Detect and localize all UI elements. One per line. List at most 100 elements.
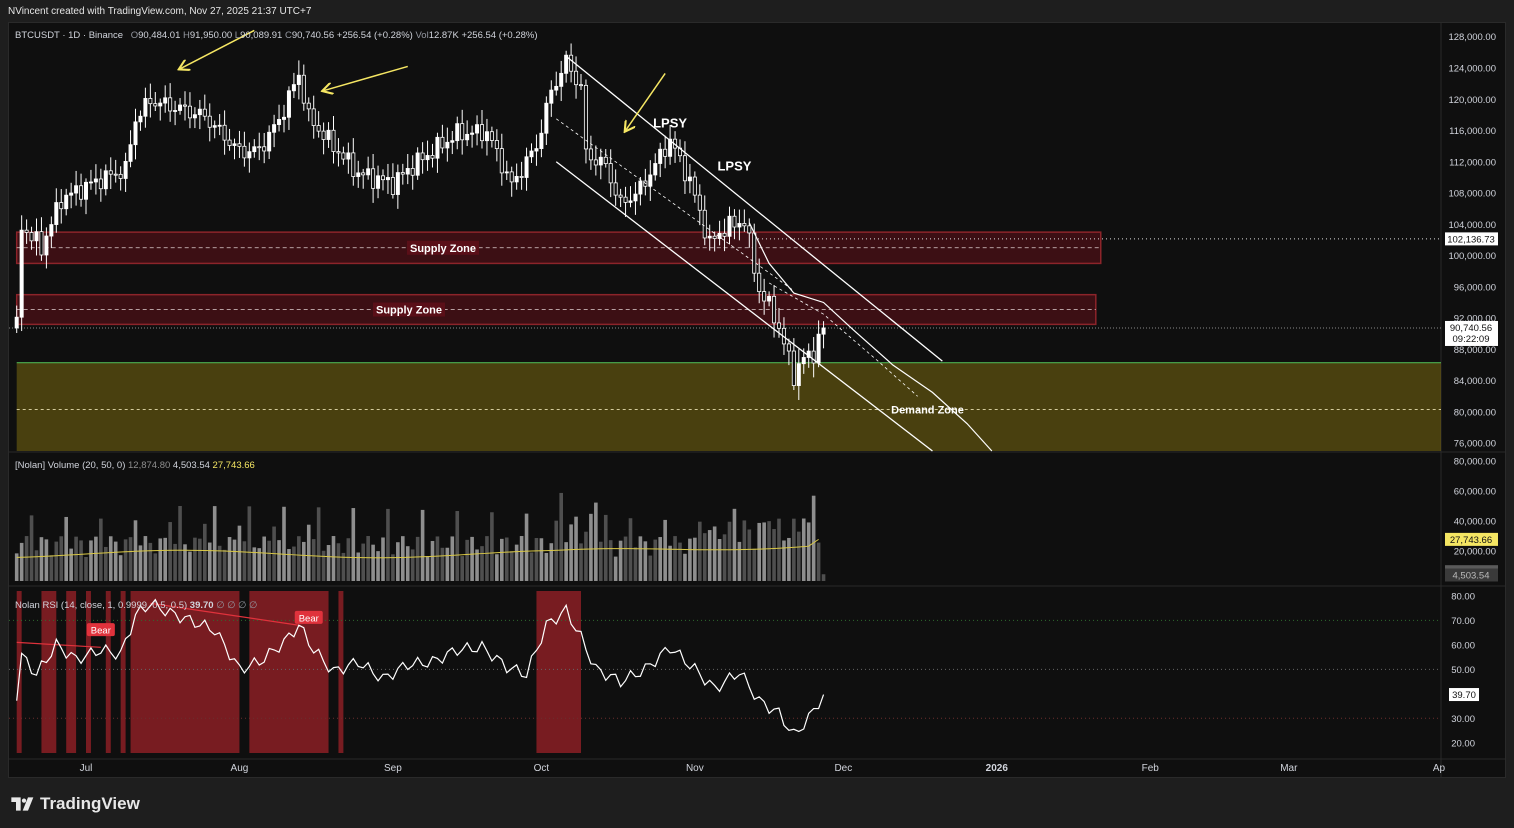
volume-bar: [445, 547, 450, 581]
change-value: +256.54 (+0.28%): [336, 30, 413, 41]
price-axis-tick: 116,000.00: [1449, 126, 1496, 137]
volume-legend: [Nolan] Volume (20, 50, 0) 12,874.80 4,5…: [15, 460, 255, 471]
rsi-axis-tick: 60.00: [1451, 640, 1475, 651]
last-price-label: 90,740.56: [1450, 323, 1492, 334]
volume-bar: [569, 524, 573, 581]
candle: [752, 232, 757, 274]
volume-bar: [193, 537, 197, 581]
supply-zone-label-1: Supply Zone: [410, 243, 476, 255]
candle: [816, 333, 821, 364]
demand-zone-label: Demand Zone: [891, 405, 964, 417]
volume-bar: [292, 546, 296, 581]
volume-bar: [673, 536, 677, 581]
volume-axis-tick: 20,000.00: [1454, 547, 1496, 558]
candle: [222, 124, 227, 141]
candle: [148, 98, 153, 105]
candle: [123, 160, 128, 179]
chart-frame[interactable]: Supply Zone Supply Zone Demand Zone LPSY LPS…: [8, 22, 1506, 778]
volume-bar: [702, 533, 707, 581]
candle: [509, 171, 514, 183]
volume-bar: [277, 540, 281, 581]
volume-axis-tick: 40,000.00: [1454, 517, 1496, 528]
volume-bar: [638, 536, 643, 581]
volume-bar: [257, 548, 262, 581]
candle: [24, 229, 29, 233]
candle: [564, 54, 569, 74]
candle: [435, 136, 440, 159]
price-axis-tick: 124,000.00: [1448, 63, 1496, 74]
chart-canvas[interactable]: Supply Zone Supply Zone Demand Zone LPSY LPS…: [9, 23, 1505, 777]
candle: [197, 108, 202, 116]
candle: [593, 159, 598, 166]
candle: [742, 223, 747, 227]
candle: [489, 131, 494, 141]
price-axis-tick: 120,000.00: [1448, 95, 1496, 106]
candle: [534, 148, 539, 152]
rsi-bear-label-bg-1: [86, 623, 115, 637]
candle: [583, 84, 588, 150]
volume-bar: [336, 543, 341, 581]
candle: [445, 141, 450, 149]
volume-bar: [772, 529, 776, 581]
volume-bar: [118, 555, 123, 581]
volume-bar: [544, 552, 549, 581]
rsi-bear-region: [338, 591, 344, 753]
candle: [762, 291, 767, 302]
candle: [79, 185, 84, 200]
close-key: C: [284, 30, 292, 41]
candle: [465, 133, 470, 141]
candle: [366, 168, 371, 176]
candle: [138, 115, 143, 123]
volume-bar: [108, 536, 113, 581]
candle: [777, 322, 782, 329]
candle: [44, 235, 49, 256]
volume-bar: [24, 536, 29, 581]
candle: [153, 103, 158, 107]
volume-bar: [391, 554, 395, 581]
volume-bar: [143, 536, 148, 581]
supply-zone-label-2: Supply Zone: [376, 305, 442, 317]
volume-bar: [405, 546, 410, 581]
candle: [588, 148, 593, 161]
price-label-102136: 102,136.73: [1447, 234, 1495, 245]
channel-mid-line: [556, 118, 795, 292]
symbol-label[interactable]: BTCUSDT · 1D · Binance: [15, 30, 124, 41]
volume-bar: [539, 538, 544, 581]
rsi-bear-region: [66, 591, 77, 753]
candle: [281, 116, 286, 120]
candle: [187, 105, 192, 119]
volume-bar: [331, 536, 336, 581]
volume-bar: [450, 536, 455, 581]
rsi-axis-tick: 70.00: [1451, 616, 1475, 627]
volume-bar: [693, 537, 697, 581]
candle: [648, 174, 653, 187]
candle: [479, 124, 484, 142]
volume-bar: [490, 512, 494, 581]
candle: [430, 155, 435, 159]
open-key: O: [130, 30, 139, 41]
volume-v2: 4,503.54: [172, 460, 210, 471]
candle: [504, 171, 509, 174]
candle: [286, 90, 291, 118]
rsi-bear-region: [120, 591, 126, 753]
volume-bar: [34, 550, 39, 581]
candle: [232, 143, 237, 146]
volume-bar: [84, 557, 88, 581]
volume-bar: [113, 541, 118, 581]
volume-bar: [797, 531, 801, 581]
chart-credit: NVincent created with TradingView.com, N…: [8, 6, 312, 17]
candle: [207, 115, 212, 128]
candle: [247, 151, 252, 159]
volume-bar: [470, 536, 474, 581]
candle: [158, 102, 163, 107]
channel-upper-line: [565, 55, 943, 362]
volume-bar: [207, 542, 212, 581]
rsi-bear-divergence-line: [150, 602, 299, 626]
rsi-title[interactable]: Nolan RSI (14, close, 1, 0.9999, 0.5, 0.…: [15, 600, 188, 611]
candle: [420, 152, 425, 161]
candle: [108, 170, 113, 175]
candle: [321, 130, 326, 140]
volume-bar: [727, 521, 732, 581]
volume-bar: [178, 506, 182, 581]
volume-title[interactable]: [Nolan] Volume (20, 50, 0): [15, 460, 126, 471]
